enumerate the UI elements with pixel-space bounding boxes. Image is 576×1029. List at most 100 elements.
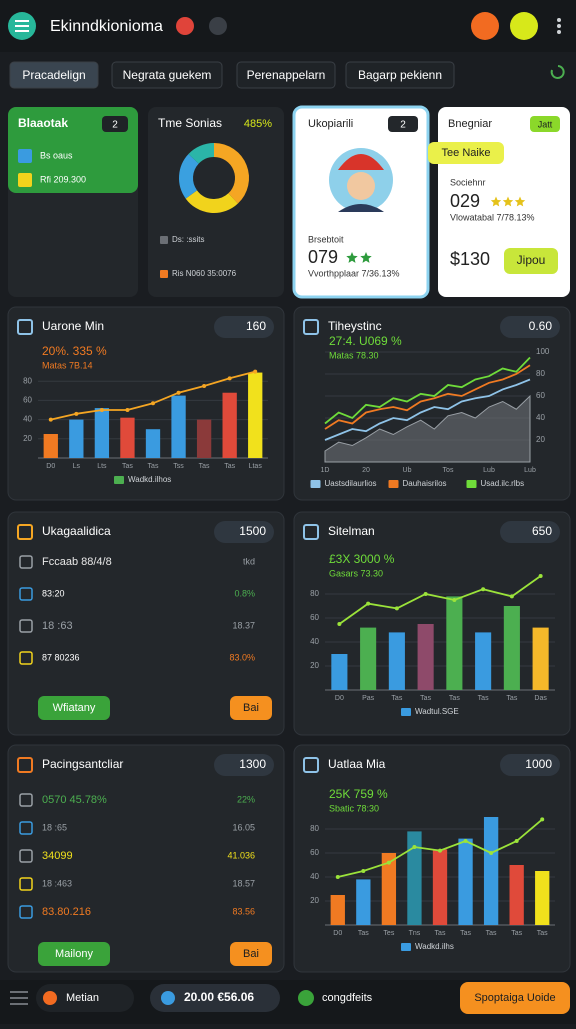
badge <box>102 116 128 132</box>
footer-item[interactable] <box>36 984 134 1012</box>
line <box>324 364 531 430</box>
more-icon[interactable] <box>557 24 561 28</box>
button-label[interactable]: Mailony <box>55 948 93 960</box>
line-point <box>337 622 342 626</box>
line-point <box>452 598 457 602</box>
panel-title: Uarone Min <box>42 319 104 333</box>
badge <box>530 116 560 132</box>
tab[interactable] <box>9 61 99 89</box>
panel-value: 650 <box>532 524 552 538</box>
row-label: 87 80236 <box>42 652 80 662</box>
donut-segment <box>179 154 200 199</box>
footer-label[interactable]: congdfeits <box>322 992 373 1004</box>
card-note: Vlowatabal 7/78.13% <box>450 212 535 222</box>
star-icon <box>346 252 358 263</box>
app-icon <box>209 17 227 35</box>
legend-swatch <box>160 236 168 244</box>
more-icon[interactable] <box>557 30 561 34</box>
button-label[interactable]: Spoptaiga Uoide <box>474 992 555 1004</box>
panel-value: 0.60 <box>529 319 553 333</box>
primary-button[interactable] <box>38 696 110 720</box>
legend-swatch <box>160 270 168 278</box>
badge <box>388 116 418 132</box>
star-icon <box>360 252 372 263</box>
tab-label[interactable]: Negrata guekem <box>123 68 212 82</box>
footer-item[interactable] <box>150 984 280 1012</box>
secondary-button[interactable] <box>230 696 272 720</box>
primary-button[interactable] <box>504 248 558 274</box>
line-point <box>540 817 545 822</box>
refresh-icon[interactable] <box>550 65 565 79</box>
row-value: 16.05 <box>232 822 255 832</box>
bar <box>503 606 520 690</box>
panel-value: 1500 <box>239 524 266 538</box>
more-icon[interactable] <box>557 18 561 22</box>
row-icon <box>19 849 33 863</box>
button-label[interactable]: Jipou <box>517 253 546 267</box>
line-point <box>394 606 399 611</box>
row-icon <box>19 877 33 891</box>
y-tick-label: 40 <box>536 413 545 422</box>
chart-subtitle: Matas 78.30 <box>329 350 379 360</box>
primary-button[interactable] <box>38 942 110 966</box>
card-value: 079 <box>308 247 338 267</box>
x-tick-label: Ub <box>403 467 412 474</box>
row-icon <box>19 587 33 601</box>
y-tick-label: 60 <box>310 848 319 857</box>
legend-label: Wadkd.ilhos <box>128 475 171 484</box>
star-icon <box>490 196 502 207</box>
panel-icon <box>303 319 319 335</box>
x-tick-label: Ls <box>73 463 81 470</box>
footer-button[interactable] <box>460 982 570 1014</box>
bar <box>475 632 492 690</box>
card-price: $130 <box>450 249 490 269</box>
line-point <box>514 839 519 843</box>
footer-label[interactable]: 20.00 €56.06 <box>184 990 254 1004</box>
y-tick-label: 20 <box>23 434 32 443</box>
tab-label[interactable]: Perenappelarn <box>247 68 326 82</box>
bar <box>356 879 371 925</box>
row-icon <box>19 821 33 835</box>
bar <box>171 395 186 458</box>
chart-subtitle: Gasars 73.30 <box>329 568 383 578</box>
button-label[interactable]: Wfiatany <box>53 702 96 714</box>
tab[interactable] <box>345 61 455 89</box>
row-value: 0.8% <box>234 588 255 598</box>
panel-value: 1000 <box>525 757 552 771</box>
tab[interactable] <box>236 61 336 89</box>
button-label[interactable]: Bai <box>243 702 259 714</box>
line-point <box>412 845 417 849</box>
tab-label[interactable]: Bagarp pekienn <box>358 68 442 82</box>
legend-swatch <box>114 476 124 484</box>
line-point <box>489 851 494 855</box>
legend-swatch <box>388 480 399 488</box>
settings-button[interactable] <box>510 12 538 40</box>
chart-subtitle: Matas 7B.14 <box>42 360 93 370</box>
secondary-button[interactable] <box>230 942 272 966</box>
tab[interactable] <box>111 61 223 89</box>
y-tick-label: 40 <box>310 637 319 646</box>
profile-button[interactable] <box>471 12 499 40</box>
area <box>324 394 531 463</box>
button-label[interactable]: Bai <box>243 948 259 960</box>
panel-title: Uatlaa Mia <box>328 757 386 771</box>
x-tick-label: Tas <box>391 695 402 702</box>
x-tick-label: 1D <box>321 467 330 474</box>
line-point <box>227 376 232 381</box>
chart-subtitle: Sbatic 78:30 <box>329 803 379 813</box>
panel-title: Tiheystinc <box>328 319 382 333</box>
star-icon <box>502 196 514 207</box>
x-tick-label: Tas <box>435 930 446 937</box>
y-tick-label: 100 <box>536 347 550 356</box>
row-icon <box>18 149 32 163</box>
panel <box>293 744 571 973</box>
legend-swatch <box>466 480 477 488</box>
legend-label: Uastsdilaurlios <box>325 479 377 488</box>
line-point <box>335 875 340 879</box>
app-title: Ekinndkionioma <box>50 18 163 35</box>
line-point <box>361 869 366 873</box>
line <box>338 575 542 625</box>
footer-label[interactable]: Metian <box>66 992 99 1004</box>
bar <box>417 624 434 690</box>
tab-label[interactable]: Pracadelign <box>22 68 85 82</box>
